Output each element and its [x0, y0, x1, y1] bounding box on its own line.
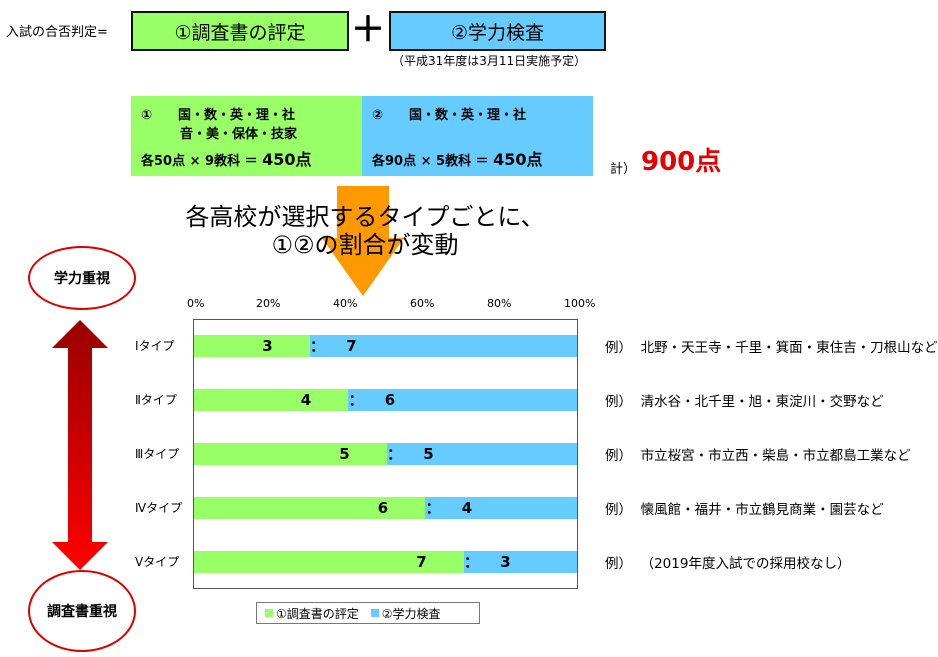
category-label: Ⅲタイプ	[135, 447, 180, 461]
headline-line2: ①②の割合が変動	[271, 231, 459, 259]
bar-label-separator: ：	[463, 553, 479, 571]
bar-label-test: 4	[461, 499, 473, 517]
bar-academic-test	[348, 389, 577, 411]
test-score-panel: ② 国・数・英・理・社 各90点 × 5教科 ＝ 450点	[362, 96, 593, 176]
transcript-emphasis-circle: 調査書重視	[28, 570, 136, 652]
bar-academic-test	[425, 497, 577, 519]
legend-label: ①調査書の評定	[276, 606, 359, 621]
transcript-score-panel: ① 国・数・英・理・社 音・美・保体・技家 各50点 × 9教科 ＝ 450点	[131, 96, 362, 176]
x-tick-label: 100%	[564, 297, 596, 310]
formula-box-academic-test: ②学力検査	[389, 11, 606, 51]
bar-label-test: 7	[346, 337, 357, 355]
plus-sign: ＋	[351, 10, 385, 50]
legend-label: ②学力検査	[381, 606, 441, 621]
bar-label-test: 3	[500, 553, 511, 571]
x-tick-label: 0%	[187, 297, 205, 310]
bar-label-separator: ：	[348, 391, 364, 409]
category-label: Ⅴタイプ	[135, 555, 180, 569]
panel-calc-value: 450点	[262, 150, 312, 169]
legend-swatch-green	[265, 609, 273, 617]
double-arrow-icon	[52, 320, 108, 570]
headline-line1: 各高校が選択するタイプごとに、	[185, 203, 545, 231]
x-tick-label: 60%	[410, 297, 435, 310]
bar-transcript	[194, 497, 425, 519]
bars-container: 3 ： 7 4 ： 6 5 ： 5 6 ： 4 7 ： 3	[194, 320, 577, 588]
example-schools-text: 例） 北野・天王寺・千里・箕面・東住吉・刀根山など	[605, 340, 938, 356]
bar-transcript	[194, 551, 464, 573]
x-tick-label: 20%	[256, 297, 281, 310]
bar-label-separator: ：	[386, 445, 402, 463]
panel-calc-value: 450点	[493, 150, 543, 169]
category-label: Ⅱタイプ	[135, 393, 177, 407]
example-schools-text: 例） 懐風館・福井・市立鶴見商業・園芸など	[605, 502, 884, 518]
bar-label-separator: ：	[425, 499, 441, 517]
stacked-bar-plot-area: 3 ： 7 4 ： 6 5 ： 5 6 ： 4 7 ： 3	[193, 319, 578, 589]
bar-transcript	[194, 389, 348, 411]
academic-emphasis-circle: 学力重視	[28, 246, 136, 310]
bar-label-transcript: 5	[339, 445, 350, 463]
bar-label-transcript: 7	[416, 553, 427, 571]
test-date-note: （平成31年度は3月11日実施予定）	[392, 54, 587, 68]
formula-box-transcript: ①調査書の評定	[131, 11, 349, 51]
category-label: Ⅳタイプ	[135, 501, 183, 515]
bar-transcript	[194, 443, 387, 465]
legend-swatch-blue	[370, 609, 379, 617]
bar-label-transcript: 6	[377, 499, 389, 517]
chart-legend: ①調査書の評定 ②学力検査	[256, 602, 480, 624]
bar-transcript	[194, 335, 310, 357]
bar-label-test: 5	[423, 445, 434, 463]
bar-academic-test	[386, 443, 577, 465]
panel-subjects-line2: 音・美・保体・技家	[141, 127, 298, 142]
example-schools-text: 例） 市立桜宮・市立西・柴島・市立都島工業など	[605, 448, 911, 464]
panel-calculation: 各50点 × 9教科 ＝ 450点	[141, 146, 312, 170]
x-tick-label: 80%	[487, 297, 512, 310]
total-value: 900点	[641, 147, 722, 177]
bar-label-test: 6	[384, 391, 396, 409]
panel-calc-text: 各90点 × 5教科 ＝	[372, 154, 494, 169]
formula-label: 入試の合否判定=	[6, 25, 108, 40]
panel-subjects-line1: ① 国・数・英・理・社	[141, 108, 296, 123]
panel-subjects-line1: ② 国・数・英・理・社	[372, 108, 527, 123]
bar-label-separator: ：	[309, 337, 325, 355]
category-label: Ⅰタイプ	[135, 339, 175, 353]
bar-academic-test	[309, 335, 577, 357]
example-schools-text: 例） 清水谷・北千里・旭・東淀川・交野など	[605, 394, 884, 410]
legend-item-test: ②学力検査	[370, 605, 441, 622]
legend-item-transcript: ①調査書の評定	[265, 605, 359, 622]
orange-down-arrow-icon	[322, 186, 404, 296]
bar-academic-test	[463, 551, 577, 573]
bar-label-transcript: 4	[300, 391, 312, 409]
bar-label-transcript: 3	[262, 337, 273, 355]
x-tick-label: 40%	[333, 297, 358, 310]
headline: 各高校が選択するタイプごとに、 ①②の割合が変動	[170, 203, 560, 259]
panel-calc-text: 各50点 × 9教科 ＝	[141, 154, 263, 169]
panel-calculation: 各90点 × 5教科 ＝ 450点	[372, 146, 543, 170]
total-label: 計）	[610, 162, 637, 177]
example-schools-text: 例） （2019年度入試での採用校なし）	[605, 556, 851, 572]
